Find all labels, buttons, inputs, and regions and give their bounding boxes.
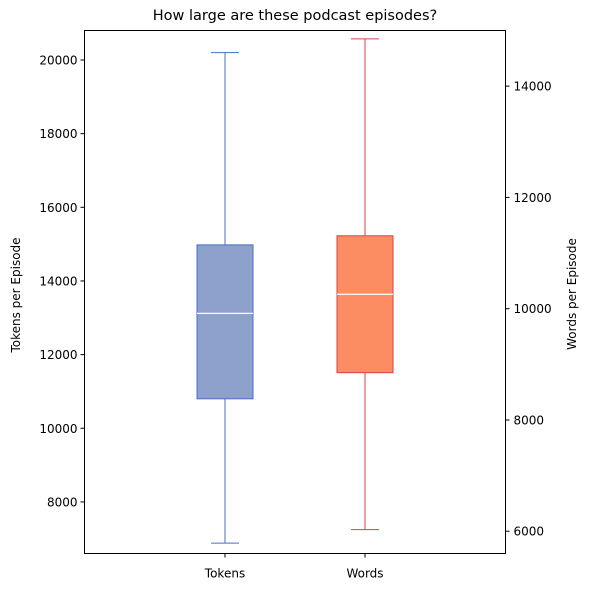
left-axis-tick-label: 20000: [39, 53, 77, 67]
left-axis-tick-label: 12000: [39, 348, 77, 362]
plot-area-frame: [84, 30, 506, 554]
tokens-box: [196, 244, 254, 400]
x-axis-tick-label-words: Words: [346, 567, 383, 581]
left-axis-tick-label: 10000: [39, 422, 77, 436]
right-axis-tick-label: 12000: [514, 191, 552, 205]
right-axis-tick-label: 8000: [514, 413, 545, 427]
words-box: [336, 235, 394, 374]
left-axis-tick-label: 16000: [39, 201, 77, 215]
left-axis-tick-label: 18000: [39, 127, 77, 141]
chart-marks: 8000 10000 12000 14000 16000 18000 20000 6000 80…: [39, 38, 552, 581]
x-axis-tick-label-tokens: Tokens: [204, 567, 245, 581]
right-axis-label: Words per Episode: [565, 238, 579, 350]
left-axis-tick-label: 14000: [39, 274, 77, 288]
right-axis-tick-label: 6000: [514, 525, 545, 539]
left-axis-tick-label: 8000: [47, 495, 78, 509]
chart-title: How large are these podcast episodes?: [153, 8, 437, 24]
right-axis-tick-label: 14000: [514, 80, 552, 94]
left-axis-label: Tokens per Episode: [9, 237, 23, 353]
right-axis-tick-label: 10000: [514, 302, 552, 316]
